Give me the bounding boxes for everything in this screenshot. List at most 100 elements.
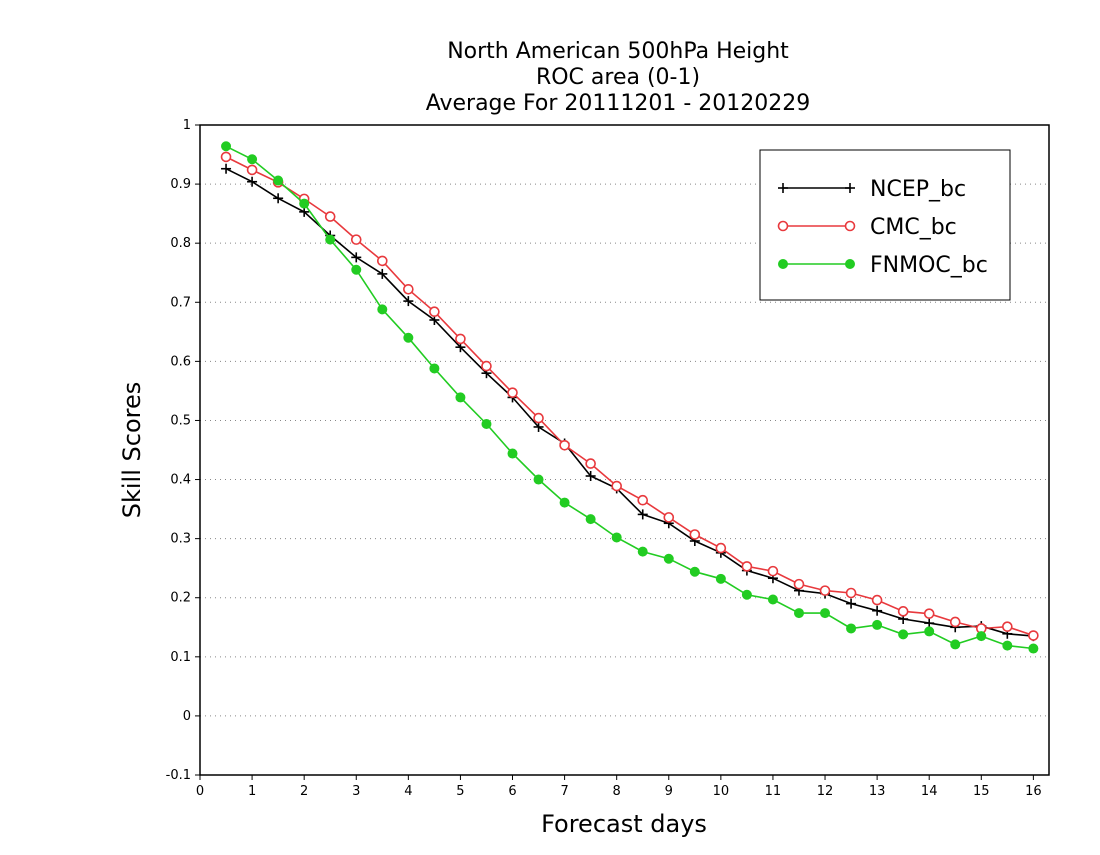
x-tick-label: 3: [352, 784, 360, 799]
x-tick-label: 1: [248, 784, 256, 799]
point-fnmoc_bc: [950, 639, 961, 650]
chart-title: North American 500hPa Height ROC area (0…: [426, 39, 811, 116]
point-fnmoc_bc: [767, 594, 778, 605]
point-fnmoc_bc: [455, 392, 466, 403]
point-cmc_bc: [507, 387, 518, 398]
point-cmc_bc: [220, 151, 232, 163]
point-cmc_bc: [663, 512, 675, 523]
line-ncep_bc: [225, 167, 1034, 637]
legend-marker-start: [778, 259, 788, 269]
point-fnmoc_bc: [273, 175, 284, 186]
point-cmc_bc: [403, 283, 414, 295]
point-cmc_bc: [637, 494, 649, 506]
point-fnmoc_bc: [559, 497, 570, 508]
y-axis-label: Skill Scores: [118, 382, 146, 519]
point-cmc_bc: [559, 439, 570, 451]
point-cmc_bc: [897, 606, 909, 617]
point-fnmoc_bc: [846, 623, 857, 634]
point-cmc_bc: [767, 565, 779, 577]
point-fnmoc_bc: [325, 234, 336, 245]
x-tick-label: 2: [300, 784, 308, 799]
point-ncep_bc: [872, 605, 883, 616]
x-tick-label: 4: [404, 784, 412, 799]
point-fnmoc_bc: [898, 629, 909, 640]
plot-series: [220, 141, 1039, 654]
x-axis-label: Forecast days: [541, 810, 707, 838]
y-tick-label: 0.8: [170, 236, 191, 251]
point-fnmoc_bc: [1028, 643, 1039, 654]
point-fnmoc_bc: [533, 474, 544, 485]
point-fnmoc_bc: [715, 573, 726, 584]
y-tick-label: 0.2: [170, 591, 191, 606]
point-ncep_bc: [273, 193, 284, 204]
point-cmc_bc: [715, 542, 727, 554]
point-cmc_bc: [845, 587, 857, 599]
x-tick-label: 9: [665, 784, 673, 799]
point-cmc_bc: [585, 458, 596, 469]
point-ncep_bc: [637, 509, 648, 520]
point-cmc_bc: [1002, 621, 1013, 632]
x-tick-label: 11: [765, 784, 782, 799]
point-cmc_bc: [324, 211, 336, 222]
point-fnmoc_bc: [611, 532, 622, 543]
y-tick-label: 0.6: [170, 354, 191, 369]
legend-item-fnmoc_bc: FNMOC_bc: [778, 253, 988, 278]
x-tick-label: 14: [921, 784, 938, 799]
x-tick-label: 15: [973, 784, 990, 799]
point-fnmoc_bc: [663, 553, 674, 564]
point-fnmoc_bc: [793, 608, 804, 619]
point-fnmoc_bc: [585, 514, 596, 525]
x-tick-label: 5: [456, 784, 464, 799]
legend-marker-end: [844, 220, 856, 232]
point-ncep_bc: [533, 421, 544, 432]
point-fnmoc_bc: [299, 198, 310, 209]
legend-marker-start: [777, 220, 789, 232]
y-tick-label: 1: [183, 118, 191, 133]
legend-marker-start: [778, 183, 788, 193]
point-cmc_bc: [949, 616, 961, 628]
point-cmc_bc: [741, 561, 753, 572]
axis-ticks: -0.100.10.20.30.40.50.60.70.80.910 1 2 3 4 5 6…: [166, 118, 1042, 799]
y-tick-label: 0.7: [170, 295, 191, 310]
point-cmc_bc: [246, 164, 258, 176]
x-tick-label: 16: [1025, 784, 1042, 799]
point-cmc_bc: [611, 480, 622, 492]
x-tick-label: 13: [869, 784, 886, 799]
point-fnmoc_bc: [481, 419, 492, 429]
x-tick-label: 6: [508, 784, 516, 799]
legend-marker-end: [845, 259, 855, 269]
plot-frame: [199, 124, 1050, 776]
point-cmc_bc: [793, 578, 805, 590]
point-ncep_bc: [377, 268, 388, 279]
point-ncep_bc: [585, 471, 596, 481]
legend-item-ncep_bc: NCEP_bc: [778, 177, 966, 202]
x-tick-label: 8: [613, 784, 621, 799]
legend-box: [759, 149, 1011, 301]
point-fnmoc_bc: [429, 363, 440, 374]
series-fnmoc_bc: [221, 141, 1039, 654]
point-cmc_bc: [533, 412, 544, 424]
point-ncep_bc: [846, 598, 857, 609]
point-fnmoc_bc: [507, 448, 518, 459]
title-line-1: North American 500hPa Height: [447, 39, 789, 64]
point-fnmoc_bc: [924, 626, 935, 637]
y-tick-label: 0.4: [170, 473, 191, 488]
point-ncep_bc: [351, 252, 362, 263]
y-tick-label: 0.1: [170, 650, 191, 665]
legend-label-fnmoc_bc: FNMOC_bc: [870, 253, 988, 278]
point-fnmoc_bc: [221, 141, 232, 152]
legend: NCEP_bc CMC_bc FNMOC_bc: [759, 149, 1011, 301]
x-tick-label: 7: [560, 784, 568, 799]
point-fnmoc_bc: [741, 589, 752, 600]
legend-item-cmc_bc: CMC_bc: [777, 215, 957, 240]
legend-label-cmc_bc: CMC_bc: [870, 215, 957, 240]
y-tick-label: 0.9: [170, 177, 191, 192]
legend-marker-end: [845, 183, 855, 193]
x-tick-label: 0: [196, 784, 204, 799]
y-tick-label: -0.1: [166, 768, 191, 783]
point-cmc_bc: [871, 594, 883, 606]
point-cmc_bc: [819, 585, 831, 596]
point-fnmoc_bc: [1002, 640, 1013, 651]
point-fnmoc_bc: [872, 619, 883, 630]
point-cmc_bc: [689, 529, 701, 540]
